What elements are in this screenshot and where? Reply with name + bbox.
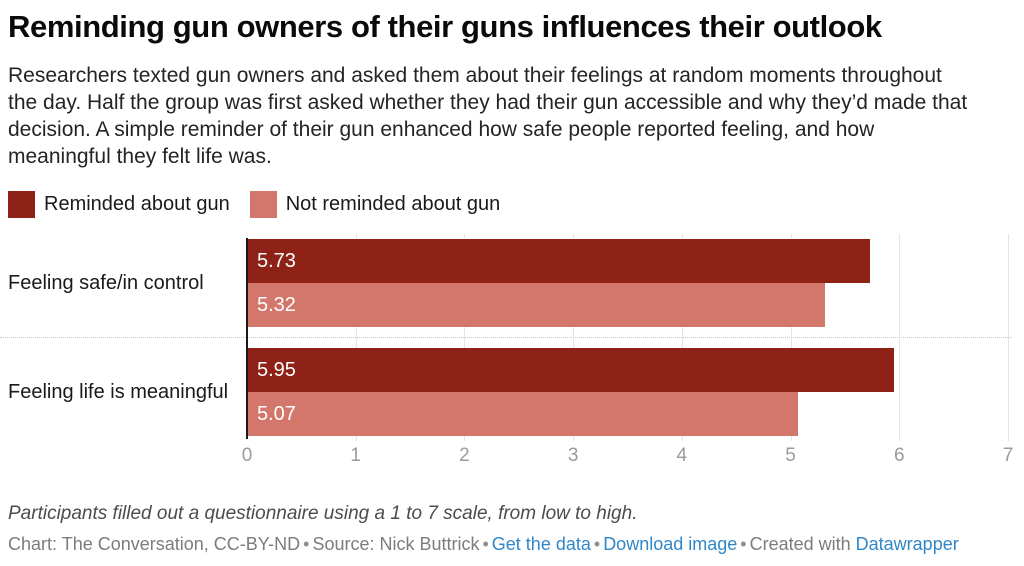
- gridline: [790, 234, 792, 442]
- plot-area: 5.73 5.32 5.95 5.07 0 1 2 3 4 5 6 7: [242, 234, 1013, 466]
- gridline: [464, 234, 466, 442]
- x-axis-tick: 0: [241, 445, 253, 467]
- chart-title: Reminding gun owners of their guns influ…: [8, 9, 882, 44]
- chart-description: Researchers texted gun owners and asked …: [8, 64, 968, 169]
- x-axis-tick: 7: [1002, 445, 1014, 467]
- x-axis-tick: 6: [893, 445, 905, 467]
- bullet-separator: •: [303, 534, 310, 555]
- x-axis-tick: 1: [350, 445, 361, 467]
- legend-label-reminded: Reminded about gun: [44, 193, 230, 216]
- legend: Reminded about gun Not reminded about gu…: [8, 191, 1016, 219]
- bar-not-reminded-safe: 5.32: [247, 283, 826, 328]
- x-axis-tick: 5: [785, 445, 796, 467]
- created-with-text: Created with: [749, 534, 851, 555]
- axis-zero-line: [246, 238, 248, 440]
- credit-byline: Chart: The Conversation, CC-BY-ND: [8, 534, 301, 555]
- bullet-separator: •: [482, 534, 489, 555]
- chart-footnote: Participants filled out a questionnaire …: [8, 503, 638, 525]
- category-separator: [0, 337, 1012, 339]
- category-label-meaningful: Feeling life is meaningful: [8, 381, 229, 404]
- gridline: [573, 234, 575, 442]
- credit-source: Source: Nick Buttrick: [312, 534, 480, 555]
- bar-value-label: 5.32: [257, 294, 296, 317]
- x-axis-tick: 2: [459, 445, 470, 467]
- bar-not-reminded-meaningful: 5.07: [247, 392, 799, 437]
- legend-label-not-reminded: Not reminded about gun: [285, 193, 501, 216]
- bullet-separator: •: [740, 534, 747, 555]
- gridline: [1008, 234, 1009, 442]
- bullet-separator: •: [593, 534, 601, 555]
- bar-reminded-meaningful: 5.95: [247, 348, 894, 393]
- gridline: [681, 234, 683, 442]
- gridline: [899, 234, 901, 442]
- legend-swatch-not-reminded: [249, 191, 277, 219]
- x-axis: 0 1 2 3 4 5 6 7: [242, 445, 1014, 473]
- get-the-data-link[interactable]: Get the data: [491, 534, 591, 555]
- bar-chart: Feeling safe/in control Feeling life is …: [0, 234, 1016, 476]
- x-axis-tick: 3: [567, 445, 579, 467]
- legend-item-not-reminded: Not reminded about gun: [249, 191, 501, 219]
- chart-credits: Chart: The Conversation, CC-BY-ND • Source…: [8, 534, 1016, 555]
- x-axis-tick: 4: [676, 445, 688, 467]
- bar-value-label: 5.73: [257, 250, 296, 273]
- legend-swatch-reminded: [8, 191, 35, 219]
- bar-value-label: 5.95: [257, 359, 296, 382]
- datawrapper-link[interactable]: Datawrapper: [855, 534, 959, 555]
- download-image-link[interactable]: Download image: [603, 534, 738, 555]
- bar-reminded-safe: 5.73: [247, 239, 870, 284]
- bar-value-label: 5.07: [257, 403, 296, 426]
- gridline: [355, 234, 357, 442]
- category-label-safe: Feeling safe/in control: [8, 272, 204, 295]
- legend-item-reminded: Reminded about gun: [8, 191, 230, 219]
